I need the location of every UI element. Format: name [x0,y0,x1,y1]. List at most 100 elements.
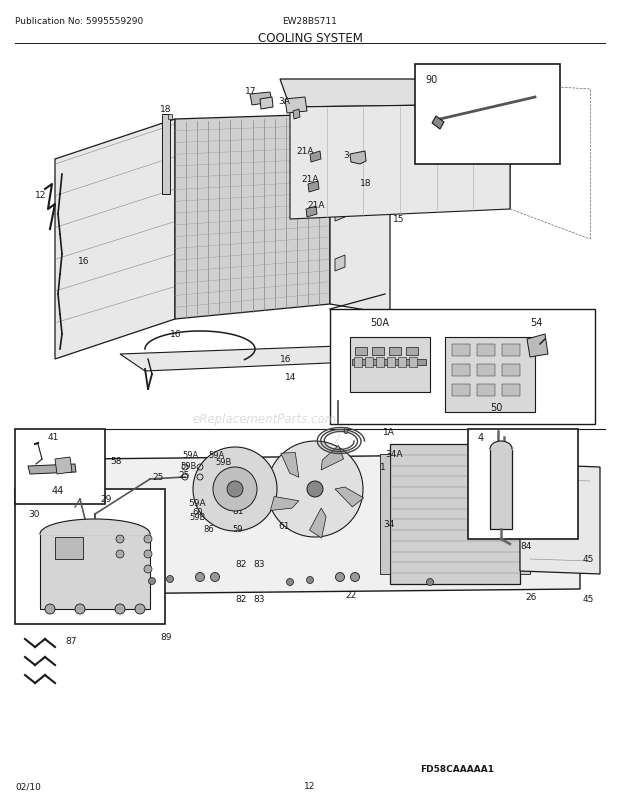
Bar [372,347,384,355]
Text: 12: 12 [304,781,316,791]
Polygon shape [55,119,175,359]
Bar [162,115,170,195]
Bar [398,358,406,367]
Text: 45: 45 [583,555,595,564]
Text: 02/10: 02/10 [15,781,41,791]
Text: Publication No: 5995559290: Publication No: 5995559290 [15,18,143,26]
Polygon shape [335,488,364,508]
Text: 54: 54 [530,318,542,327]
Circle shape [213,468,257,512]
Circle shape [286,579,293,585]
Circle shape [350,573,360,581]
Polygon shape [321,446,343,471]
Text: 45: 45 [583,595,595,604]
Circle shape [167,576,174,583]
Text: 25: 25 [178,471,189,480]
Bar [409,358,417,367]
Text: 82: 82 [235,595,246,604]
Text: 29: 29 [100,495,112,504]
Polygon shape [308,182,319,192]
Text: 44: 44 [52,485,64,496]
Circle shape [144,565,152,573]
Bar [355,347,367,355]
Circle shape [211,573,219,581]
Circle shape [45,604,55,614]
Text: 21A: 21A [301,174,319,184]
Polygon shape [175,115,330,320]
Bar [55,537,83,559]
Text: 25: 25 [152,473,164,482]
Polygon shape [285,98,307,114]
Circle shape [115,604,125,614]
Polygon shape [280,80,510,107]
Polygon shape [335,206,345,221]
Polygon shape [520,464,600,574]
Polygon shape [310,152,321,163]
Text: 14: 14 [285,373,296,382]
Text: 3: 3 [343,152,348,160]
Bar [452,345,470,357]
Text: 87: 87 [65,637,76,646]
Circle shape [427,579,433,585]
Circle shape [307,481,323,497]
Text: 59B: 59B [189,512,205,522]
Polygon shape [309,508,326,538]
Text: 50A: 50A [370,318,389,327]
Text: 1: 1 [380,463,386,472]
Circle shape [227,481,243,497]
Text: 90: 90 [425,75,437,85]
Text: 21A: 21A [296,146,314,156]
Bar [15,489,165,624]
Text: 16: 16 [170,330,182,339]
Text: 4: 4 [478,432,484,443]
Bar [490,448,512,529]
Text: 59B: 59B [180,462,197,471]
Polygon shape [330,115,390,314]
Bar [520,455,530,574]
Text: 3A: 3A [278,96,290,105]
Polygon shape [293,110,300,119]
Text: 12: 12 [35,190,46,199]
Polygon shape [335,156,345,172]
Bar [168,115,172,119]
Text: 16: 16 [280,355,291,364]
Text: 61: 61 [278,522,290,531]
Text: 16: 16 [78,257,89,266]
Polygon shape [270,497,299,511]
Bar [350,338,430,392]
Bar [376,358,384,367]
Text: 89: 89 [160,633,172,642]
Bar [365,358,373,367]
Bar [40,534,150,610]
Text: 1A: 1A [383,428,395,437]
Text: 6: 6 [342,427,348,436]
Bar [406,347,418,355]
Text: 34A: 34A [385,450,402,459]
Circle shape [306,577,314,584]
Circle shape [149,577,156,585]
Text: 17: 17 [245,87,257,95]
Text: EW28BS711: EW28BS711 [283,18,337,26]
Text: 50: 50 [490,403,502,412]
Text: 22: 22 [345,591,356,600]
Bar [468,429,578,539]
Text: 59B: 59B [215,458,231,467]
Circle shape [116,535,124,543]
Polygon shape [290,105,510,220]
Bar [330,310,595,424]
Bar [477,365,495,376]
Text: 26: 26 [525,593,536,602]
Text: 58: 58 [110,457,122,466]
Text: 83: 83 [253,595,265,604]
Bar [380,455,390,574]
Text: 30: 30 [28,510,40,519]
Text: FD58CAAAAA1: FD58CAAAAA1 [420,764,494,774]
Text: 59: 59 [232,525,242,534]
Circle shape [532,92,542,102]
Polygon shape [335,256,345,272]
Circle shape [335,573,345,581]
Text: 81: 81 [232,506,244,515]
Text: COOLING SYSTEM: COOLING SYSTEM [257,31,363,44]
Text: 21A: 21A [307,200,324,209]
Bar [390,444,520,585]
